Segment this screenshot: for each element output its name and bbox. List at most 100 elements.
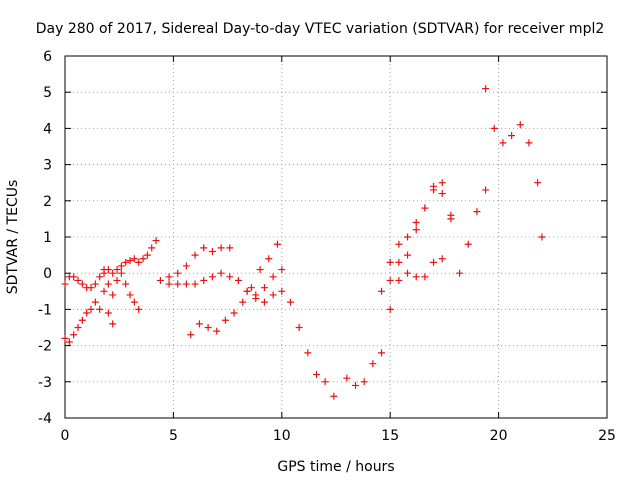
data-point (78, 280, 86, 288)
data-point (91, 298, 99, 306)
data-point (360, 378, 368, 386)
y-tick-label: 5 (43, 85, 52, 101)
data-point (61, 280, 69, 288)
series-arc1 (61, 237, 160, 292)
data-point (130, 255, 138, 263)
data-point (226, 273, 234, 281)
data-point (109, 291, 117, 299)
y-tick-label: -2 (38, 339, 52, 355)
data-point (412, 219, 420, 227)
data-point (295, 324, 303, 331)
x-axis-label: GPS time / hours (277, 459, 394, 475)
data-point (404, 269, 412, 277)
data-point (182, 262, 190, 270)
data-point (534, 179, 542, 187)
data-point (473, 208, 481, 216)
data-point (143, 251, 151, 259)
data-point (213, 327, 221, 335)
data-point (516, 121, 524, 129)
data-point (239, 298, 247, 306)
data-point (135, 305, 143, 313)
data-point (286, 298, 294, 306)
data-point (430, 186, 438, 194)
data-point (182, 280, 190, 288)
data-point (217, 244, 225, 252)
data-point (126, 291, 134, 299)
series-arc9 (378, 215, 455, 295)
data-point (234, 276, 242, 284)
data-point (208, 247, 216, 255)
data-point (278, 266, 286, 274)
data-point (200, 276, 208, 284)
data-point (490, 124, 498, 132)
data-point (130, 298, 138, 306)
data-point (174, 280, 182, 288)
data-point (191, 251, 199, 259)
y-axis-label: SDTVAR / TECUs (5, 180, 21, 295)
data-point (221, 316, 229, 324)
data-point (260, 284, 268, 292)
data-point (122, 280, 130, 288)
series-arc6 (187, 240, 281, 339)
data-point (395, 276, 403, 284)
data-point (152, 237, 160, 245)
data-point (139, 255, 147, 263)
series-arc3 (100, 266, 143, 313)
series-arc10 (386, 186, 490, 277)
data-point (269, 291, 277, 299)
marks-layer (61, 85, 546, 400)
x-tick-label: 20 (490, 428, 508, 444)
data-point (304, 349, 312, 357)
data-point (195, 320, 203, 328)
data-point (200, 244, 208, 252)
data-point (508, 132, 516, 140)
data-point (464, 240, 472, 248)
data-point (217, 269, 225, 277)
data-point (265, 255, 273, 263)
data-point (525, 139, 533, 147)
y-tick-label: 0 (43, 266, 52, 282)
data-point (135, 258, 143, 266)
data-point (156, 276, 164, 284)
data-point (482, 85, 490, 93)
data-point (61, 334, 69, 342)
data-point (165, 280, 173, 288)
data-point (369, 360, 377, 368)
data-point (78, 316, 86, 324)
data-point (230, 309, 238, 317)
data-point (187, 331, 195, 339)
data-point (438, 255, 446, 263)
data-point (208, 273, 216, 281)
data-point (104, 309, 112, 317)
data-point (330, 392, 338, 400)
data-point (174, 269, 182, 277)
data-point (113, 266, 121, 274)
series-arc5 (165, 244, 234, 281)
series-arc2 (61, 287, 117, 346)
data-point (243, 287, 251, 295)
data-point (122, 258, 130, 266)
data-point (117, 262, 125, 270)
data-point (252, 295, 260, 303)
data-point (256, 266, 264, 274)
series-arc11 (482, 85, 546, 241)
data-point (447, 211, 455, 219)
data-point (109, 320, 117, 328)
y-tick-label: -3 (38, 375, 52, 391)
data-point (456, 269, 464, 277)
y-tick-label: 4 (43, 121, 52, 137)
data-point (343, 374, 351, 382)
data-point (499, 139, 507, 147)
y-tick-label: -1 (38, 302, 52, 318)
data-point (412, 273, 420, 281)
y-tick-label: 3 (43, 158, 52, 174)
data-point (100, 287, 108, 295)
data-point (96, 273, 104, 281)
data-point (378, 349, 386, 357)
data-point (438, 179, 446, 187)
y-tick-label: -4 (38, 411, 52, 427)
y-tick-label: 1 (43, 230, 52, 246)
x-tick-label: 5 (169, 428, 178, 444)
data-point (74, 324, 82, 331)
data-point (395, 240, 403, 248)
